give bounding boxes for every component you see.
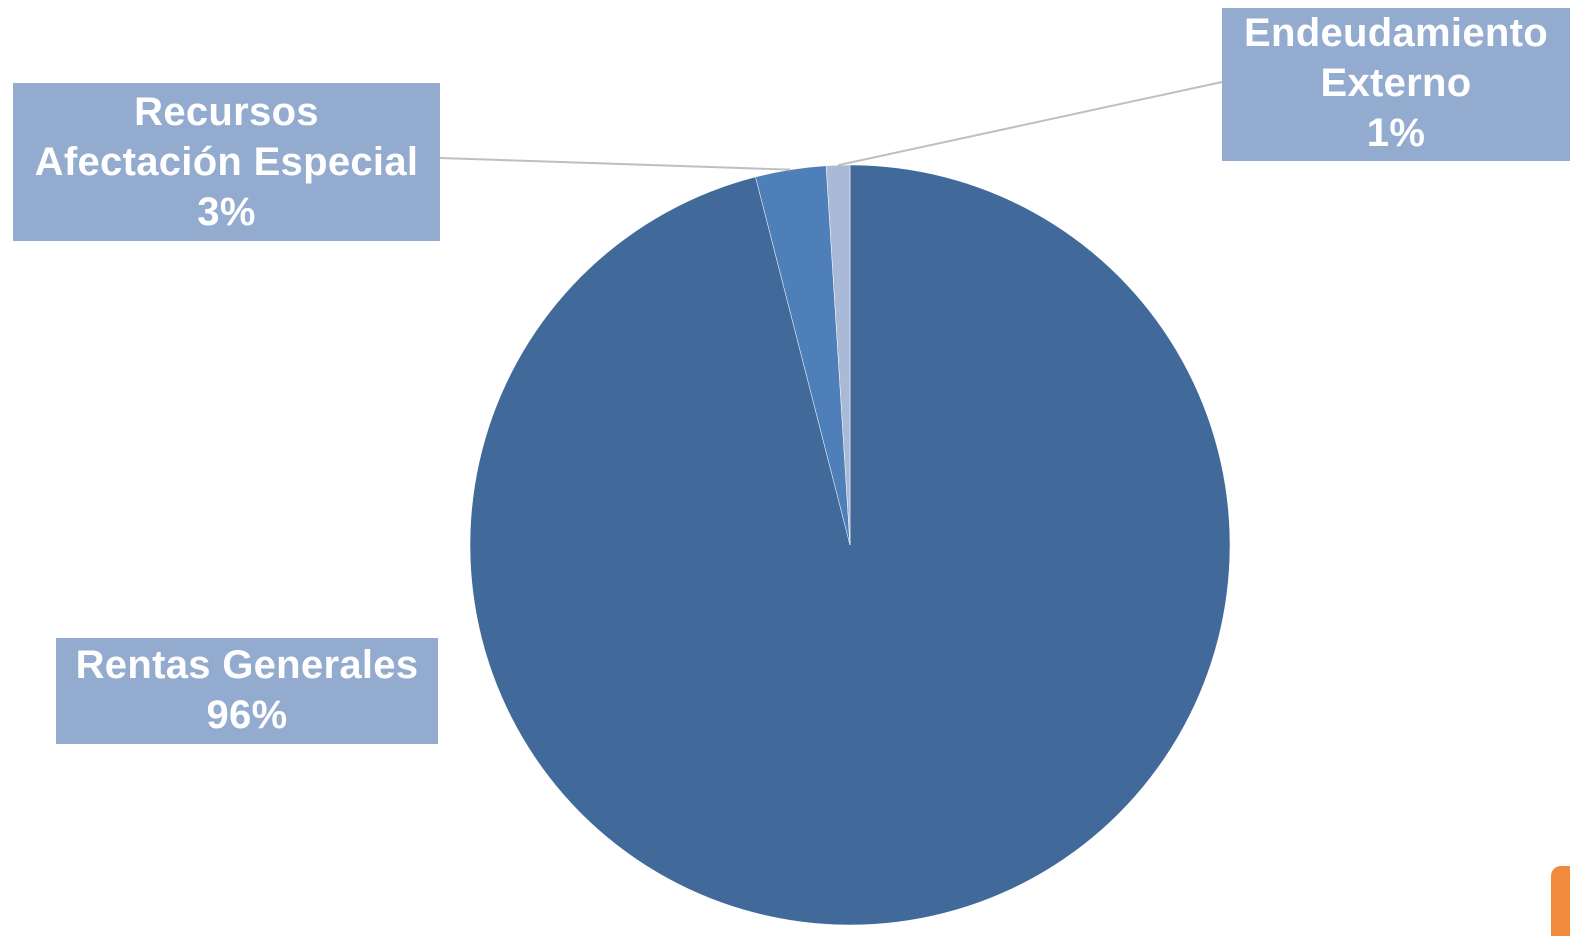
label-endeudamiento-line1: Endeudamiento <box>1244 11 1548 55</box>
leader-line-endeudamiento-externo <box>837 81 1223 167</box>
label-endeudamiento-line2: Externo <box>1320 61 1472 105</box>
label-rentas-percent: 96% <box>206 693 288 737</box>
label-endeudamiento-percent: 1% <box>1366 111 1426 155</box>
corner-accent-shape <box>1551 866 1570 936</box>
label-recursos-percent: 3% <box>197 190 256 234</box>
leader-lines <box>439 81 1223 171</box>
pie-slices <box>469 164 1231 926</box>
data-label-endeudamiento-externo: Endeudamiento Externo 1% <box>1222 8 1570 161</box>
label-recursos-line2: Afectación Especial <box>34 140 419 184</box>
data-label-recursos-afectacion-especial: Recursos Afectación Especial 3% <box>13 83 440 241</box>
leader-line-recursos-afectacion-especial <box>439 157 791 171</box>
label-rentas-line1: Rentas Generales <box>75 643 419 687</box>
data-label-rentas-generales: Rentas Generales 96% <box>56 638 438 744</box>
label-recursos-line1: Recursos <box>134 90 319 134</box>
